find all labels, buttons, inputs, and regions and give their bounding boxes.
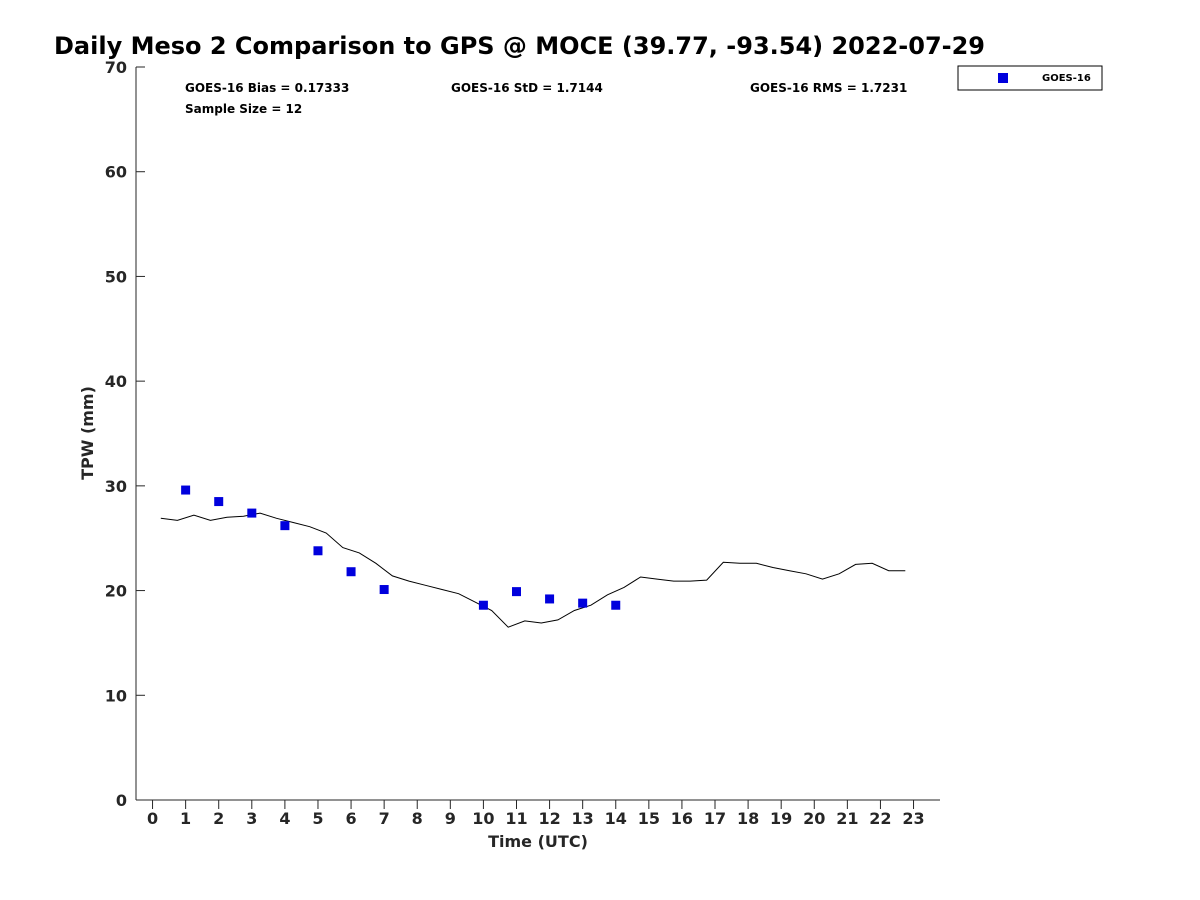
x-tick-label: 9 [445,809,456,828]
y-axis-label: TPW (mm) [78,386,97,480]
goes16-point [611,600,621,610]
x-tick-label: 7 [379,809,390,828]
y-tick-label: 20 [105,582,127,601]
legend-label: GOES-16 [1042,73,1091,84]
x-tick-label: 8 [412,809,423,828]
x-tick-label: 18 [737,809,759,828]
x-tick-label: 19 [770,809,792,828]
goes16-point [478,600,488,610]
x-tick-label: 1 [180,809,191,828]
x-tick-label: 23 [902,809,924,828]
x-tick-label: 20 [803,809,825,828]
goes16-point [379,585,389,595]
y-tick-label: 70 [105,58,127,77]
gps-line [160,512,906,628]
y-tick-label: 60 [105,163,127,182]
y-tick-label: 40 [105,372,127,391]
x-tick-label: 22 [869,809,891,828]
goes16-point [545,594,555,604]
rms-stat: GOES-16 RMS = 1.7231 [750,81,907,95]
legend: GOES-16 [957,65,1103,91]
std-stat: GOES-16 StD = 1.7144 [451,81,603,95]
x-tick-label: 16 [671,809,693,828]
x-tick-label: 15 [638,809,660,828]
sample-size-stat: Sample Size = 12 [185,102,302,116]
goes16-point [578,598,588,608]
goes16-point [247,508,257,518]
x-tick-label: 4 [279,809,290,828]
legend-box [957,65,1103,91]
x-tick-label: 6 [345,809,356,828]
goes16-point [346,567,356,577]
axes [135,67,940,801]
y-axis-ticks: 0 10 20 30 40 50 60 70 [105,58,145,810]
x-tick-label: 11 [505,809,527,828]
goes16-point [214,497,224,507]
x-axis-ticks: 0 1 2 3 4 5 6 7 8 9 10 11 12 13 14 15 16 17 18 19 20 21 22 23 [147,800,925,828]
x-tick-label: 0 [147,809,158,828]
chart-title: Daily Meso 2 Comparison to GPS @ MOCE (3… [54,32,985,60]
goes16-point [280,521,290,531]
goes16-point [181,485,191,495]
x-tick-label: 3 [246,809,257,828]
gps-line-layer [160,512,906,628]
x-tick-label: 13 [572,809,594,828]
goes16-point [511,587,521,597]
x-tick-label: 2 [213,809,224,828]
goes16-points [181,485,621,610]
y-tick-label: 10 [105,686,127,705]
x-tick-label: 21 [836,809,858,828]
x-tick-label: 10 [472,809,494,828]
x-axis-label: Time (UTC) [488,832,588,851]
x-tick-label: 17 [704,809,726,828]
y-tick-label: 30 [105,477,127,496]
x-tick-label: 12 [538,809,560,828]
bias-stat: GOES-16 Bias = 0.17333 [185,81,349,95]
y-tick-label: 0 [116,791,127,810]
y-tick-label: 50 [105,267,127,286]
legend-marker [998,73,1008,83]
goes16-point [313,546,323,556]
x-tick-label: 14 [605,809,627,828]
x-tick-label: 5 [312,809,323,828]
